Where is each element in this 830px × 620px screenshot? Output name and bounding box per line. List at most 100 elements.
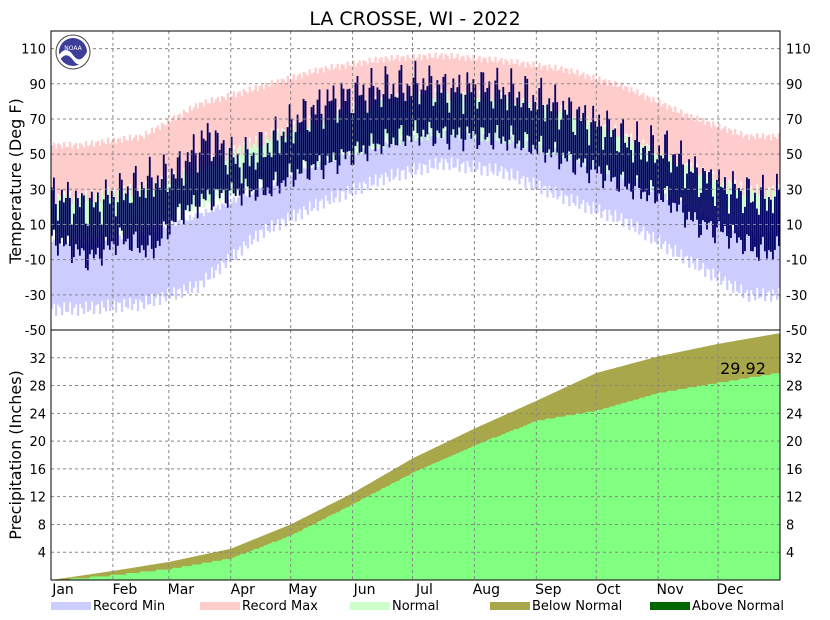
temp-bar xyxy=(686,173,688,220)
temp-bar xyxy=(470,92,473,139)
temp-bar xyxy=(196,219,200,293)
temp-bar xyxy=(476,59,479,98)
temp-bar xyxy=(666,200,669,255)
temp-bar xyxy=(658,99,661,147)
temp-bar xyxy=(622,177,625,227)
temp-bar xyxy=(380,57,383,98)
temp-bar xyxy=(686,204,689,256)
temp-bar xyxy=(770,236,773,302)
temp-bar xyxy=(644,146,646,192)
temp-bar xyxy=(500,98,503,144)
temp-bar xyxy=(728,181,731,211)
temp-bar xyxy=(136,140,140,197)
month-label: Apr xyxy=(231,582,255,598)
temp-bar xyxy=(344,100,347,160)
temp-bar xyxy=(370,149,373,186)
temp-bar xyxy=(178,113,182,172)
temp-bar xyxy=(478,132,481,163)
temp-bar xyxy=(618,152,621,192)
temp-bar xyxy=(534,101,537,150)
temp-bar xyxy=(146,232,150,305)
temp-bar xyxy=(442,76,445,129)
temp-bar xyxy=(710,169,712,222)
temp-bar xyxy=(576,69,579,110)
temp-bar xyxy=(68,198,71,247)
temp-bar xyxy=(618,173,621,221)
temp-bar xyxy=(244,195,248,246)
temp-bar xyxy=(774,233,777,296)
temp-bar xyxy=(744,231,747,293)
temp-bar xyxy=(120,142,124,199)
temp-bar xyxy=(684,204,687,257)
temp-bar xyxy=(226,92,230,148)
temp-bar xyxy=(688,211,691,268)
temp-bar xyxy=(53,177,55,230)
temp-bar xyxy=(598,114,601,167)
temp-bar xyxy=(654,101,657,154)
y-tick-label-right: 110 xyxy=(786,43,811,58)
temp-bar xyxy=(224,206,228,268)
temp-bar xyxy=(530,147,533,190)
temp-bar xyxy=(146,134,150,191)
temp-bar xyxy=(492,108,495,150)
temp-bar xyxy=(574,159,577,206)
temp-bar xyxy=(208,212,212,280)
temp-bar xyxy=(418,54,421,92)
temp-bar xyxy=(378,89,381,145)
temp-bar xyxy=(648,151,650,196)
temp-bar xyxy=(128,203,131,250)
temp-bar xyxy=(416,57,419,98)
temp-bar xyxy=(440,92,443,139)
temp-bar xyxy=(66,181,69,236)
temp-bar xyxy=(664,134,666,189)
temp-bar xyxy=(548,98,551,150)
temp-bar xyxy=(568,74,571,121)
temp-bar xyxy=(354,82,357,147)
temp-bar xyxy=(51,145,54,199)
temp-bar xyxy=(402,92,405,142)
temp-bar xyxy=(242,193,246,242)
temp-bar xyxy=(674,106,677,154)
y-tick-label-left: 16 xyxy=(29,463,46,478)
temp-bar xyxy=(640,94,643,145)
temp-bar xyxy=(366,112,369,162)
temp-bar xyxy=(718,123,721,173)
temp-bar xyxy=(266,85,269,139)
temp-bar xyxy=(720,129,723,186)
temp-bar xyxy=(470,60,473,102)
temp-bar xyxy=(280,78,283,129)
temp-bar xyxy=(720,186,722,232)
temp-bar xyxy=(330,64,333,109)
temp-bar xyxy=(178,219,182,289)
y-tick-label-left: 20 xyxy=(29,435,46,450)
temp-bar xyxy=(216,96,220,155)
plot-frame xyxy=(50,329,781,581)
temp-bar xyxy=(448,136,451,170)
temp-bar xyxy=(454,92,457,138)
temp-bar xyxy=(590,122,593,170)
temp-bar xyxy=(126,237,130,309)
temp-bar xyxy=(60,189,63,238)
temp-bar xyxy=(114,240,118,313)
temp-bar xyxy=(230,96,234,156)
temp-bar xyxy=(516,97,519,144)
temp-bar xyxy=(108,203,111,250)
temp-bar xyxy=(264,183,268,225)
temp-bar xyxy=(606,110,609,166)
temp-bar xyxy=(138,231,142,300)
temp-bar xyxy=(768,231,771,292)
legend-swatch xyxy=(650,602,690,610)
temp-bar xyxy=(162,124,166,181)
temp-bar xyxy=(508,141,511,181)
temp-bar xyxy=(160,179,163,239)
temp-bar xyxy=(388,98,391,148)
temp-bar xyxy=(308,69,311,116)
temp-bar xyxy=(228,203,232,263)
temp-bar xyxy=(508,92,511,140)
temp-bar xyxy=(346,89,349,152)
temp-bar xyxy=(236,153,239,189)
temp-bar xyxy=(252,192,256,240)
temp-bar xyxy=(704,125,707,181)
temp-bar xyxy=(482,133,485,166)
temp-bar xyxy=(626,86,629,135)
